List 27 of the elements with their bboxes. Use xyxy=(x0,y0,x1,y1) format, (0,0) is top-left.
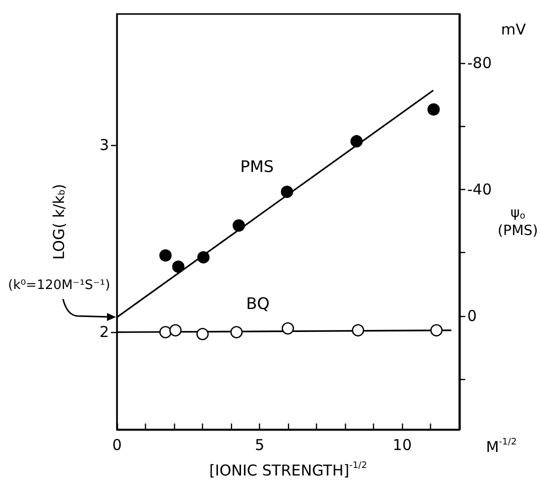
point xyxy=(169,324,182,336)
y2-tick-label: -80 xyxy=(467,54,492,72)
x-tick-label: 0 xyxy=(112,436,122,454)
point xyxy=(159,326,172,338)
point xyxy=(352,324,364,336)
text: mV xyxy=(501,20,527,38)
y-axis-title: LOG( k/kb) xyxy=(50,184,68,260)
point xyxy=(430,324,443,336)
point xyxy=(280,186,294,198)
point xyxy=(197,251,210,264)
y2-tick-label: -40 xyxy=(467,180,492,198)
point xyxy=(196,328,209,340)
series-label: BQ xyxy=(246,294,270,313)
annotation: (k⁰=120M⁻¹S⁻¹) xyxy=(8,278,110,294)
y2-tick-label: 0 xyxy=(467,306,477,325)
point xyxy=(350,135,363,148)
point xyxy=(232,219,245,232)
point xyxy=(159,249,172,262)
point xyxy=(172,260,184,273)
x-tick-label: 5 xyxy=(254,436,264,454)
point xyxy=(282,322,294,335)
point xyxy=(427,103,440,116)
point xyxy=(230,326,243,338)
x-tick-label: 10 xyxy=(392,436,412,454)
series-label: PMS xyxy=(240,157,274,176)
y-tick-label: 3 xyxy=(99,136,109,154)
y-tick-label: 2 xyxy=(99,323,109,342)
